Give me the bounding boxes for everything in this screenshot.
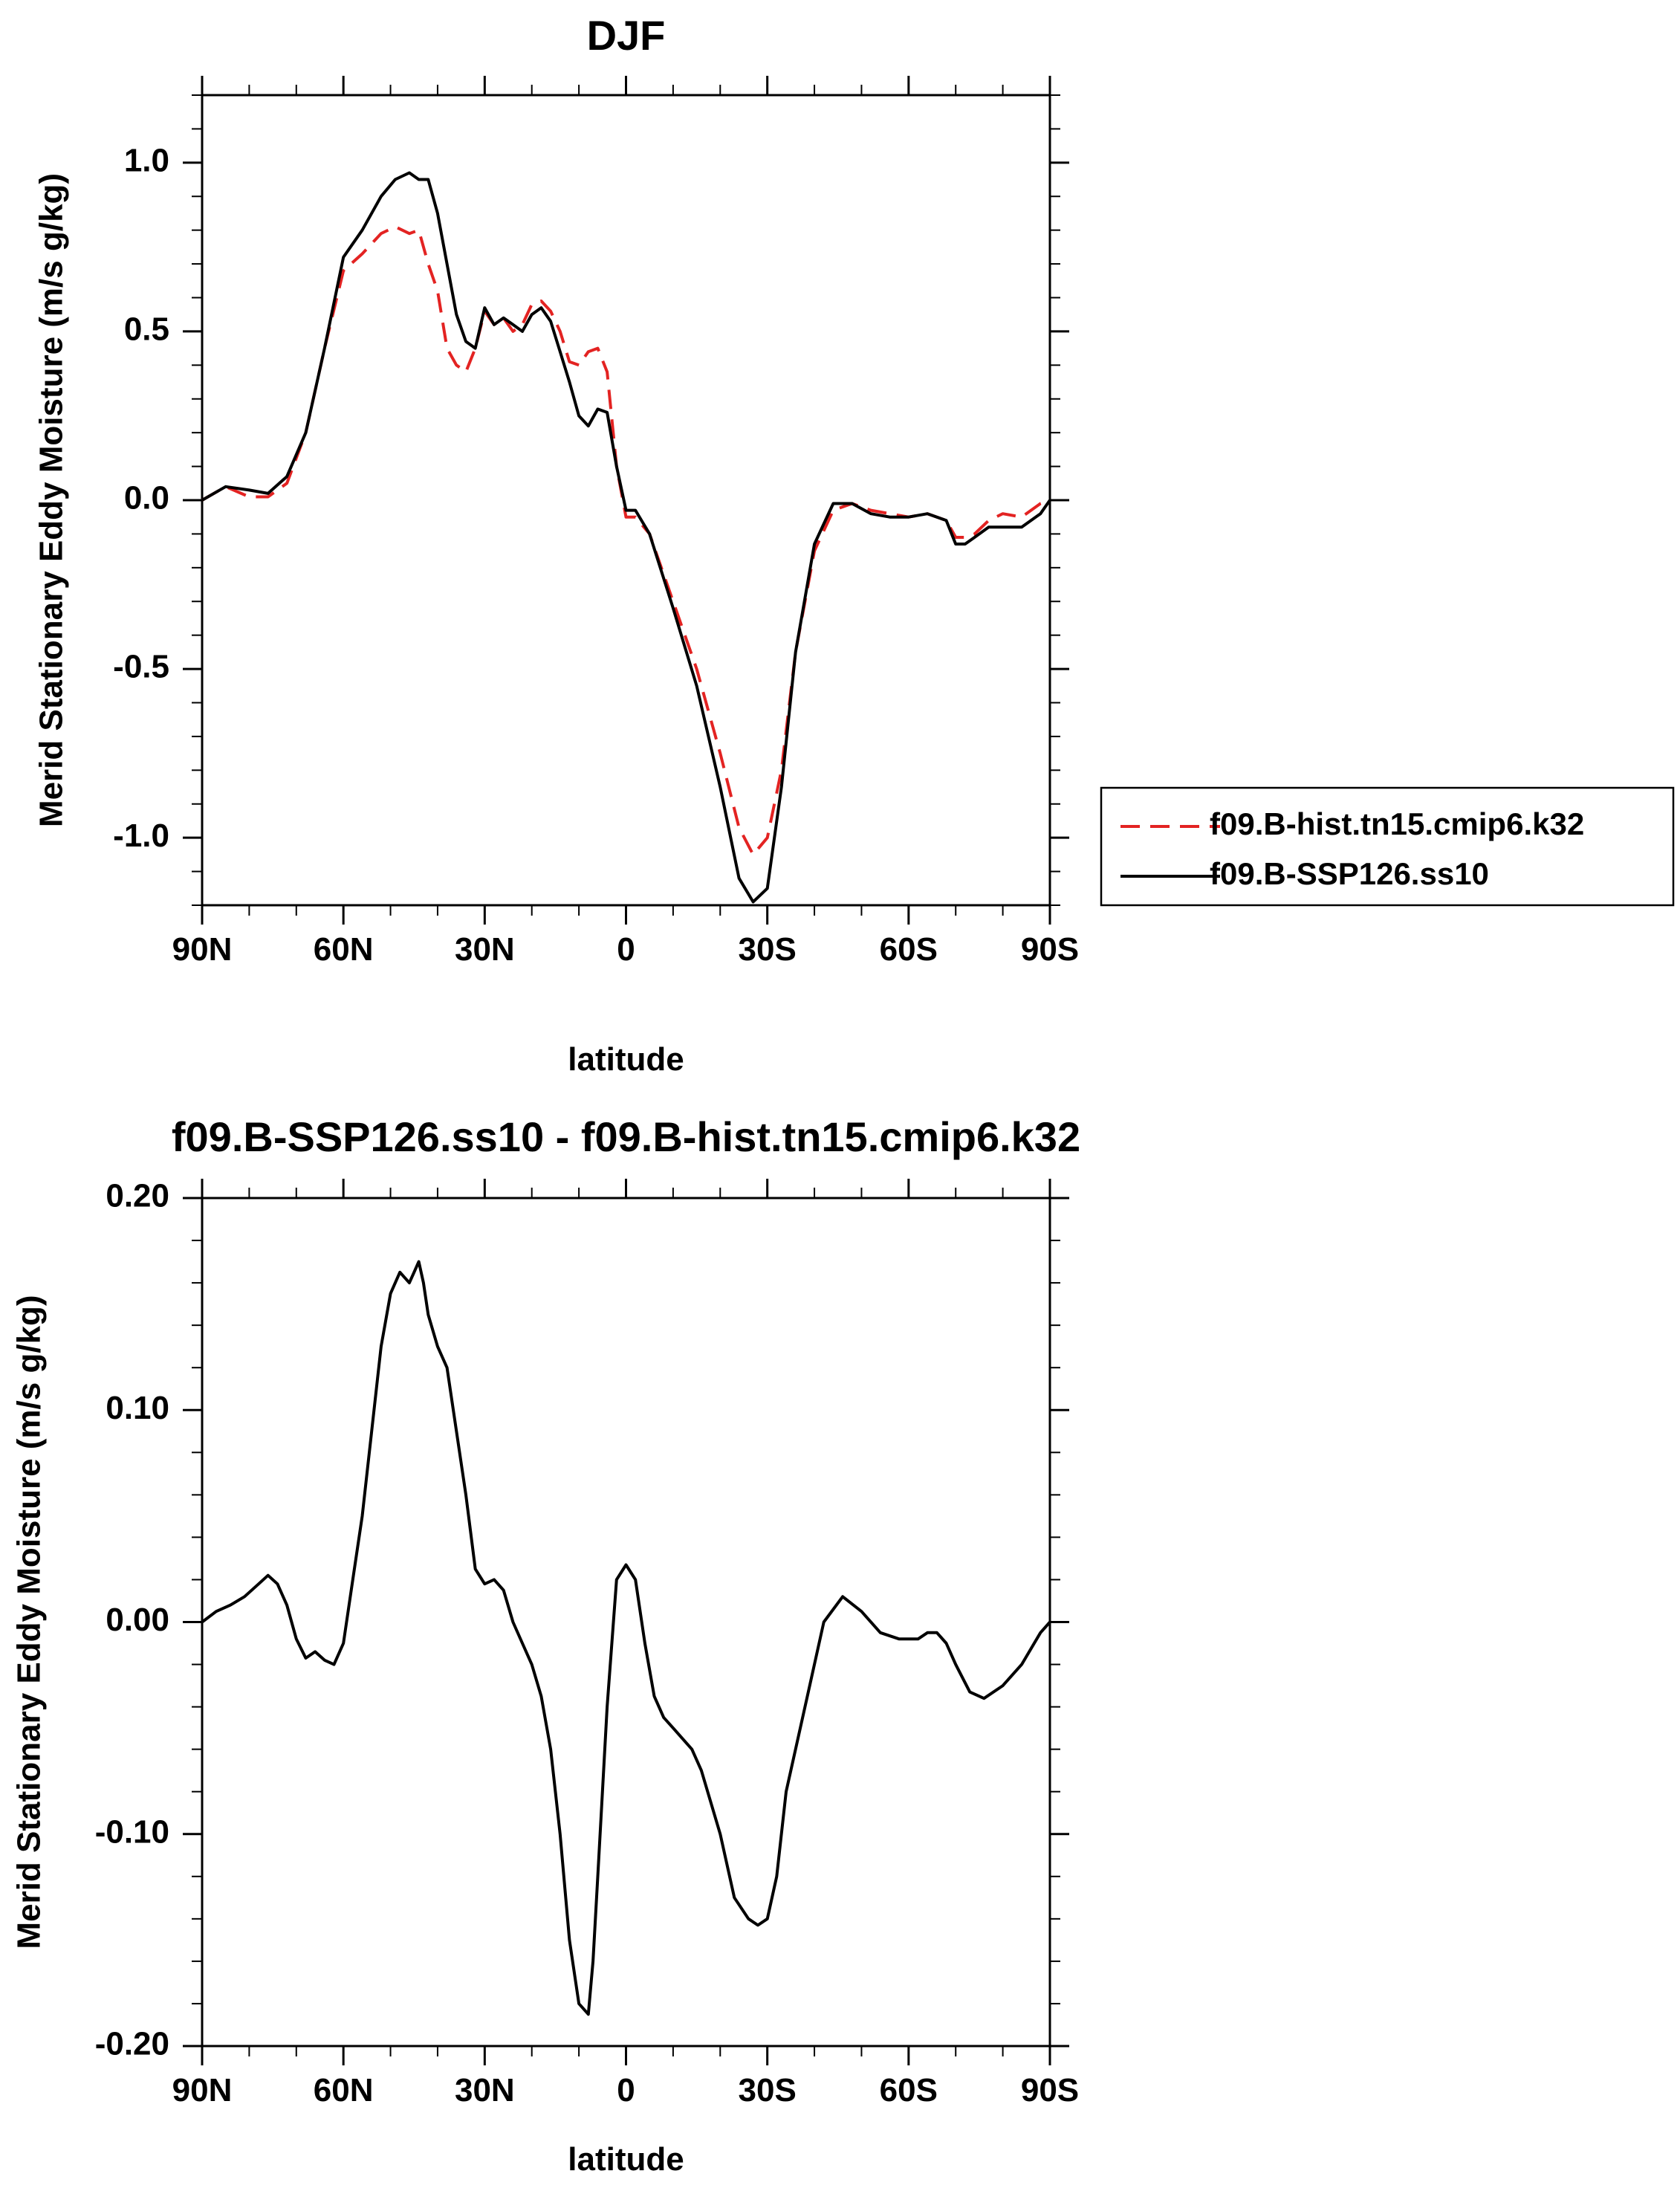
y-tick-label: 0.20	[106, 1178, 169, 1214]
y-axis-label: Merid Stationary Eddy Moisture (m/s g/kg…	[11, 1295, 48, 1949]
plot-frame	[201, 1197, 1051, 2048]
x-tick-label: 60S	[880, 2072, 938, 2108]
y-tick-label: -0.10	[95, 1813, 169, 1850]
y-tick-label: -1.0	[113, 818, 169, 854]
y-tick-label: 0.00	[106, 1602, 169, 1638]
x-tick-label: 30N	[455, 931, 515, 968]
x-tick-label: 30S	[739, 2072, 797, 2108]
y-tick-label: -0.20	[95, 2026, 169, 2062]
x-tick-label: 90S	[1021, 2072, 1079, 2108]
x-tick-label: 90N	[172, 931, 233, 968]
y-tick-label: 0.5	[124, 311, 169, 348]
plot-frame	[201, 94, 1051, 907]
x-axis-label: latitude	[568, 1041, 684, 1078]
x-tick-label: 60S	[880, 931, 938, 968]
chart-panel-1	[183, 76, 1675, 925]
x-tick-label: 0	[617, 931, 635, 968]
x-tick-label: 90N	[172, 2072, 233, 2108]
x-tick-label: 30S	[739, 931, 797, 968]
legend-box	[1100, 786, 1675, 907]
x-tick-label: 60N	[314, 2072, 374, 2108]
series-line-1	[201, 1260, 1051, 2016]
y-tick-label: 0.10	[106, 1390, 169, 1426]
legend-label: f09.B-SSP126.ss10	[1210, 856, 1489, 891]
x-tick-label: 30N	[455, 2072, 515, 2108]
x-axis-label: latitude	[568, 2141, 684, 2178]
x-tick-label: 0	[617, 2072, 635, 2108]
series-line-2	[201, 171, 1051, 904]
y-tick-label: -0.5	[113, 649, 169, 685]
legend-label: f09.B-hist.tn15.cmip6.k32	[1210, 806, 1584, 841]
y-tick-label: 1.0	[124, 142, 169, 178]
x-tick-label: 60N	[314, 931, 374, 968]
x-tick-label: 90S	[1021, 931, 1079, 968]
chart-panel-2	[183, 1179, 1069, 2065]
y-axis-label: Merid Stationary Eddy Moisture (m/s g/kg…	[33, 173, 70, 827]
chart-title: f09.B-SSP126.ss10 - f09.B-hist.tn15.cmip…	[172, 1113, 1080, 1160]
chart-title: DJF	[587, 12, 666, 59]
y-tick-label: 0.0	[124, 480, 169, 517]
